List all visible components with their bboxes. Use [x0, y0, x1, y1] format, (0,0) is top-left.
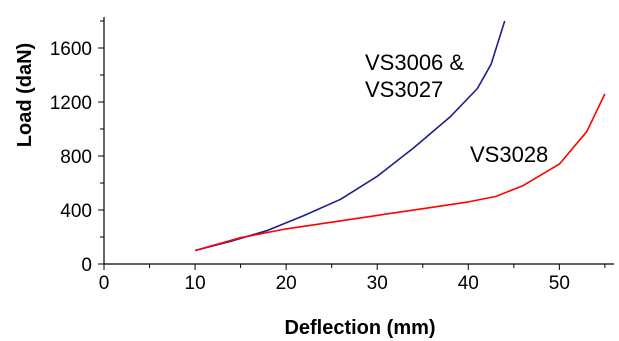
axes: 0 10 20 30 40 50 0 400 800 1200 1600	[50, 17, 614, 294]
series-label-0: VS3006 &	[365, 50, 464, 75]
series-lines	[194, 20, 606, 252]
y-axis-title: Load (daN)	[14, 43, 36, 147]
series-label-1: VS3028	[470, 142, 548, 167]
x-tick-label: 0	[99, 273, 110, 294]
x-tick-label: 20	[276, 273, 297, 294]
series-line-0	[194, 20, 506, 252]
x-tick-label: 40	[458, 273, 479, 294]
y-tick-label: 0	[81, 255, 92, 276]
y-tick-label: 1200	[50, 93, 92, 114]
x-tick-label: 50	[549, 273, 570, 294]
series-label-0: VS3027	[365, 77, 443, 102]
x-tick-label: 30	[367, 273, 388, 294]
series-line-1	[194, 93, 606, 252]
y-tick-label: 400	[60, 201, 92, 222]
series-labels: VS3006 &VS3027 VS3028	[365, 50, 548, 167]
y-tick-label: 1600	[50, 39, 92, 60]
x-axis-title: Deflection (mm)	[284, 317, 435, 339]
y-tick-label: 800	[60, 147, 92, 168]
x-tick-label: 10	[185, 273, 206, 294]
